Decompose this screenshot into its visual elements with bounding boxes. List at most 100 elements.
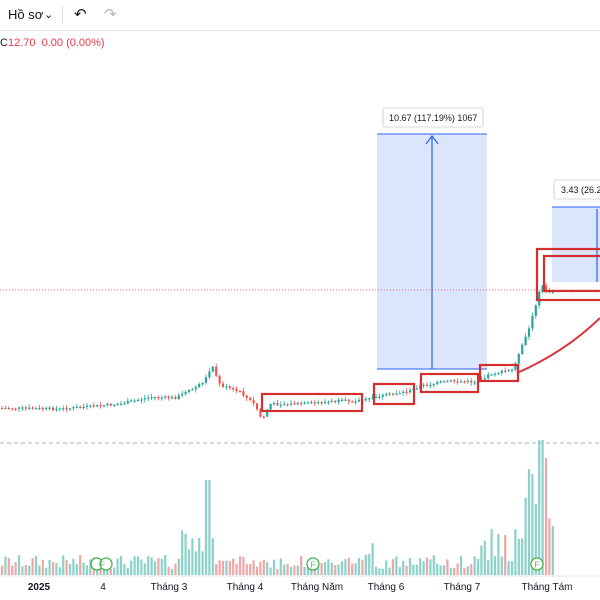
candle-body[interactable] [463, 381, 466, 383]
candle-body[interactable] [368, 398, 371, 400]
candle-body[interactable] [75, 407, 78, 409]
candle-body[interactable] [232, 388, 235, 390]
candle-body[interactable] [14, 408, 17, 410]
candle-body[interactable] [551, 291, 554, 293]
candle-body[interactable] [7, 407, 10, 410]
candle-body[interactable] [130, 400, 133, 402]
candle-body[interactable] [330, 400, 333, 403]
candle-body[interactable] [211, 366, 214, 372]
candle-body[interactable] [408, 390, 412, 393]
candle-body[interactable] [218, 375, 221, 384]
trend-curve[interactable] [516, 317, 600, 374]
candle-body[interactable] [266, 409, 269, 417]
candle-body[interactable] [123, 403, 126, 405]
candle-body[interactable] [48, 407, 51, 409]
candle-body[interactable] [320, 402, 323, 404]
candle-body[interactable] [364, 398, 367, 401]
candle-body[interactable] [72, 407, 75, 409]
candle-body[interactable] [310, 402, 313, 404]
candle-body[interactable] [391, 393, 395, 395]
candle-body[interactable] [153, 397, 157, 399]
candle-body[interactable] [262, 416, 265, 418]
candle-body[interactable] [531, 315, 534, 329]
candle-body[interactable] [55, 408, 58, 411]
candle-body[interactable] [215, 366, 218, 376]
candle-body[interactable] [293, 403, 296, 405]
candle-body[interactable] [510, 369, 514, 371]
candle-body[interactable] [415, 388, 418, 390]
candle-body[interactable] [289, 403, 293, 405]
candle-body[interactable] [442, 381, 446, 383]
candle-body[interactable] [92, 405, 95, 407]
candle-body[interactable] [45, 407, 48, 410]
candle-body[interactable] [300, 403, 303, 405]
candle-body[interactable] [187, 389, 191, 392]
candle-body[interactable] [490, 374, 493, 376]
candle-body[interactable] [228, 386, 231, 389]
candle-body[interactable] [381, 394, 384, 397]
candle-body[interactable] [303, 402, 306, 404]
highlight-box[interactable] [478, 363, 520, 383]
candle-body[interactable] [174, 397, 177, 399]
candle-body[interactable] [524, 336, 527, 345]
event-marker[interactable]: F [530, 557, 544, 571]
candle-body[interactable] [405, 391, 408, 393]
candle-body[interactable] [504, 370, 507, 372]
candle-body[interactable] [521, 344, 524, 354]
candle-body[interactable] [493, 373, 497, 376]
candle-body[interactable] [385, 393, 388, 395]
candle-body[interactable] [337, 399, 340, 403]
candle-body[interactable] [388, 393, 391, 395]
candle-body[interactable] [283, 404, 286, 406]
candle-body[interactable] [143, 398, 146, 400]
candle-body[interactable] [507, 370, 510, 372]
candle-body[interactable] [17, 407, 21, 409]
candle-body[interactable] [466, 380, 469, 382]
candle-body[interactable] [432, 383, 435, 386]
candle-body[interactable] [0, 408, 4, 410]
candle-body[interactable] [487, 374, 490, 379]
candle-body[interactable] [24, 407, 27, 409]
candle-body[interactable] [147, 397, 150, 399]
candle-body[interactable] [126, 401, 129, 404]
candle-body[interactable] [357, 399, 361, 402]
candle-body[interactable] [113, 404, 116, 406]
candle-body[interactable] [38, 408, 41, 410]
highlight-box[interactable] [535, 247, 600, 302]
candle-body[interactable] [170, 397, 174, 399]
candle-body[interactable] [351, 401, 354, 403]
candle-body[interactable] [340, 399, 344, 401]
candle-body[interactable] [398, 393, 401, 395]
candle-body[interactable] [500, 370, 503, 374]
candle-body[interactable] [439, 381, 442, 383]
candle-body[interactable] [150, 397, 153, 399]
candle-body[interactable] [85, 405, 89, 408]
candle-body[interactable] [96, 405, 99, 407]
candle-body[interactable] [422, 384, 425, 386]
candle-body[interactable] [425, 384, 429, 386]
candle-body[interactable] [279, 404, 282, 407]
candle-body[interactable] [395, 393, 398, 395]
candle-body[interactable] [82, 406, 85, 409]
candle-body[interactable] [204, 377, 208, 383]
candle-body[interactable] [255, 403, 259, 410]
measure-box-small[interactable] [552, 207, 600, 282]
candle-body[interactable] [235, 388, 238, 391]
highlight-box[interactable] [372, 382, 416, 406]
candle-body[interactable] [221, 383, 225, 387]
candle-body[interactable] [527, 328, 531, 337]
candle-body[interactable] [497, 373, 500, 375]
candle-body[interactable] [483, 378, 486, 380]
candle-body[interactable] [62, 408, 65, 410]
candle-body[interactable] [449, 380, 452, 382]
candle-body[interactable] [68, 408, 72, 410]
candle-body[interactable] [313, 402, 316, 404]
highlight-box[interactable] [542, 254, 600, 293]
candle-body[interactable] [514, 363, 517, 370]
candle-body[interactable] [323, 402, 327, 404]
candle-body[interactable] [160, 397, 163, 399]
candle-body[interactable] [133, 400, 136, 402]
candle-body[interactable] [184, 391, 187, 394]
candle-body[interactable] [89, 405, 92, 407]
